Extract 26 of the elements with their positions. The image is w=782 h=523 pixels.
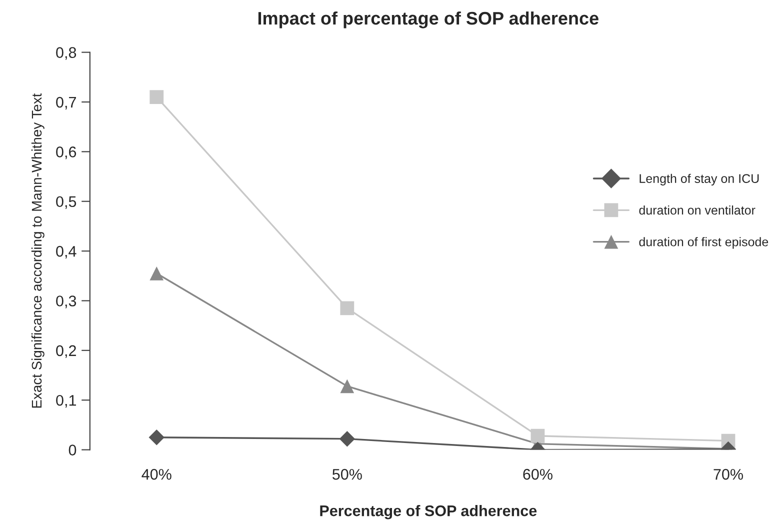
y-tick-label: 0,2 (56, 345, 76, 358)
y-tick-label: 0,4 (56, 246, 76, 259)
x-tick-label: 40% (142, 468, 172, 480)
point (150, 266, 164, 280)
point (340, 379, 354, 394)
x-axis-title: Percentage of SOP adherence (320, 504, 537, 520)
y-tick-label: 0,3 (56, 296, 76, 308)
x-tick-label: 70% (714, 468, 743, 480)
x-tick-label: 50% (332, 468, 362, 480)
y-axis-title: Exact Significance according to Mann-Whithey Text (31, 93, 44, 408)
legend-label: duration on ventilator (639, 205, 756, 215)
y-tick-label: 0,6 (56, 146, 76, 160)
point (340, 301, 354, 316)
x-tick-label: 60% (523, 468, 552, 480)
point (530, 428, 545, 443)
y-tick-label: 0,5 (56, 196, 76, 209)
point (339, 430, 356, 447)
y-tick-label: 0,8 (56, 47, 76, 60)
y-tick-label: 0 (68, 444, 76, 456)
y-tick-label: 0,7 (56, 96, 76, 110)
point (148, 430, 164, 446)
legend-label: duration of first episode (639, 237, 768, 249)
legend-label: Length of stay on ICU (640, 174, 759, 186)
point (150, 90, 164, 104)
y-tick-label: 0,1 (56, 394, 76, 408)
chart-title: Impact of percentage of SOP adherence (258, 11, 598, 28)
